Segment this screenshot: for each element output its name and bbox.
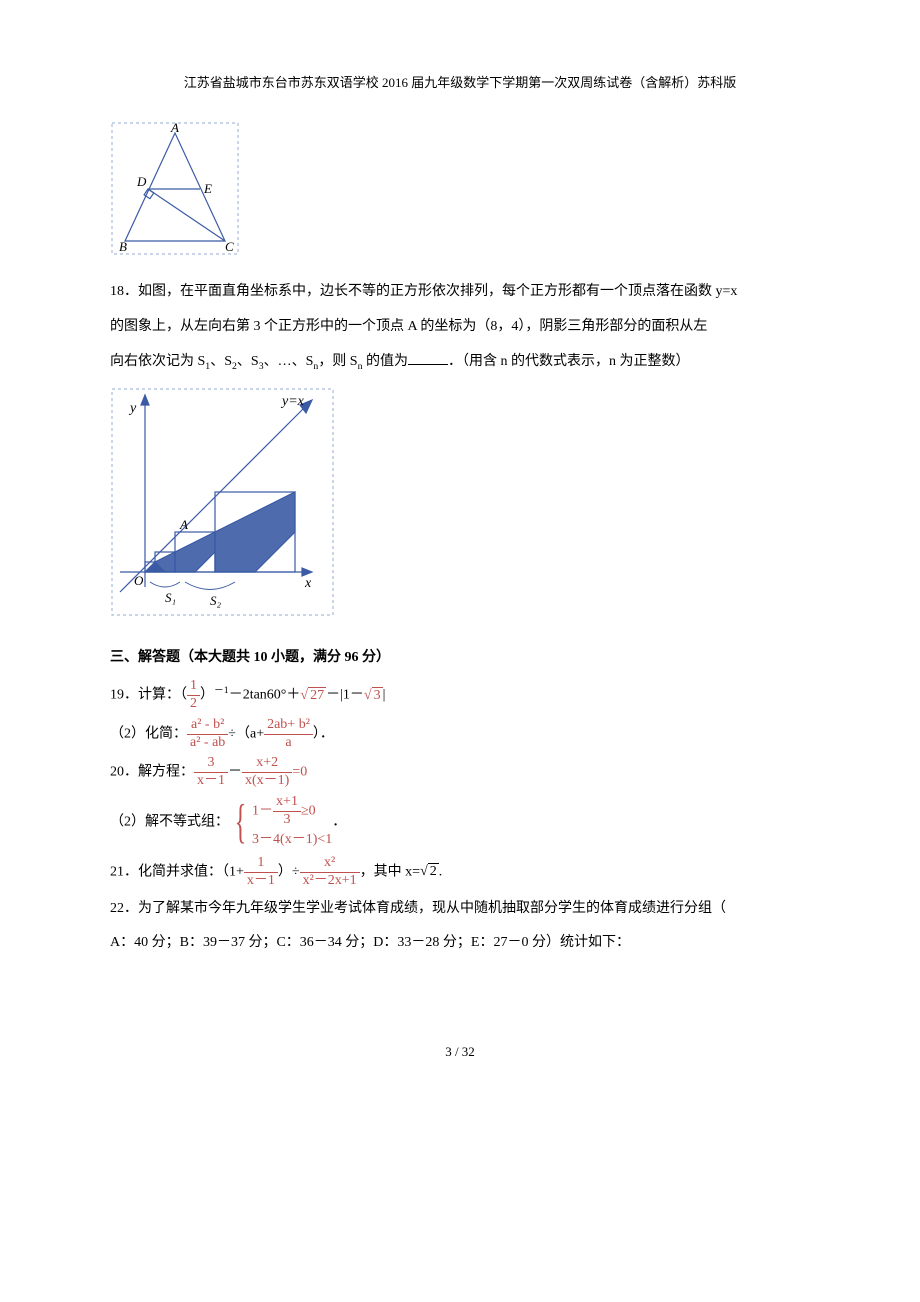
blank-fill [408,351,448,365]
q19-2-f2num: 2ab+ b² [264,717,313,735]
q21-end: . [439,864,443,879]
figure-triangle: A D E B C [110,121,810,267]
q19-frac-num: 1 [187,678,200,696]
q21-f1num: 1 [244,855,278,873]
brace-left: { [235,798,247,846]
q20-prefix: 20．解方程： [110,765,194,780]
svg-text:B: B [119,239,127,254]
svg-text:y=x: y=x [280,394,305,409]
svg-text:E: E [203,181,212,196]
q19-exp: －1 [214,685,229,696]
svg-text:C: C [225,239,234,254]
q20-f1num: 3 [194,755,228,773]
svg-text:S₂: S₂ [210,593,222,608]
q20-2-end: ． [332,815,346,830]
q18-text-c4: 、…、S [264,354,314,369]
q19-frac: 12 [187,678,200,713]
svg-text:O: O [134,573,144,588]
q19-2-frac2: 2ab+ b²a [264,717,313,752]
q20-f2num: x+2 [242,755,292,773]
page-header: 江苏省盐城市东台市苏东双语学校 2016 届九年级数学下学期第一次双周练试卷（含… [110,70,810,96]
q20-mid: － [228,765,242,780]
q21-frac1: 1x－1 [244,855,278,890]
svg-text:A: A [170,121,179,135]
q21: 21．化简并求值：（1+1x－1）÷x²x²－2x+1，其中 x= 2. [110,855,810,890]
q21-f2den: x²－2x+1 [300,873,360,890]
q18-line2: 的图象上，从左向右第 3 个正方形中的一个顶点 A 的坐标为（8，4），阴影三角… [110,312,810,343]
q19-mid1: ） [200,688,214,703]
brace-content: 1－x+13≥0 3－4(x－1)<1 [252,794,332,851]
q19-2-f1den: a² - ab [187,735,228,752]
q18-line3: 向右依次记为 S1、S2、S3、…、Sn，则 Sn 的值为．（用含 n 的代数式… [110,347,810,378]
q19-2: （2）化简：a² - b²a² - ab÷（a+2ab+ b²a）． [110,717,810,752]
q21-f2num: x² [300,855,360,873]
q19-frac-den: 2 [187,696,200,713]
q20: 20．解方程：3x－1－x+2x(x－1)=0 [110,755,810,790]
q19-sqrt2: 3 [364,681,383,712]
q22-line1: 22．为了解某市今年九年级学生学业考试体育成绩，现从中随机抽取部分学生的体育成绩… [110,894,810,925]
q19: 19．计算：（12）－1－2tan60°＋ 27－|1－ 3| [110,678,810,713]
q19-2-mid: ÷（a+ [228,726,264,741]
page-footer: 3 / 32 [110,1039,810,1065]
q20-2-row1-frac: x+13 [273,794,301,829]
q19-prefix: 19．计算：（ [110,688,187,703]
svg-text:A: A [179,517,188,532]
q21-mid2: ，其中 x= [360,864,420,879]
q20-f2den: x(x－1) [242,773,292,790]
q19-sqrt1: 27 [300,681,326,712]
q19-2-f2den: a [264,735,313,752]
q18-line1: 18．如图，在平面直角坐标系中，边长不等的正方形依次排列，每个正方形都有一个顶点… [110,277,810,308]
q20-2-prefix: （2）解不等式组： [110,815,229,830]
q18-text-c7: ．（用含 n 的代数式表示，n 为正整数） [448,354,690,369]
section-3-title: 三、解答题（本大题共 10 小题，满分 96 分） [110,643,810,674]
q19-sqrt1-arg: 27 [308,687,326,703]
q19-2-frac1: a² - b²a² - ab [187,717,228,752]
svg-text:y: y [128,401,137,416]
q19-2-prefix: （2）化简： [110,726,187,741]
q20-frac1: 3x－1 [194,755,228,790]
q19-end: | [383,688,386,703]
brace-row-2: 3－4(x－1)<1 [252,829,332,851]
q20-frac2: x+2x(x－1) [242,755,292,790]
q20-2-row1a: 1－ [252,803,273,818]
q22-line2: A：40 分；B：39－37 分；C：36－34 分；D：33－28 分；E：2… [110,928,810,959]
q20-f1den: x－1 [194,773,228,790]
q21-prefix: 21．化简并求值：（1+ [110,864,244,879]
q20-2-row1b: ≥0 [301,803,316,818]
brace-row-1: 1－x+13≥0 [252,794,332,829]
q20-2-row1-fracnum: x+1 [273,794,301,812]
q19-2-end: ）． [313,726,334,741]
q20-2-row1-fracden: 3 [273,812,301,829]
q21-f1den: x－1 [244,873,278,890]
svg-text:x: x [304,576,312,591]
svg-text:D: D [136,174,147,189]
q21-frac2: x²x²－2x+1 [300,855,360,890]
q18-text-c6: 的值为 [363,354,409,369]
q19-mid3: －|1－ [326,688,364,703]
q21-mid: ）÷ [278,864,300,879]
q18-text-c: 向右依次记为 S [110,354,205,369]
q19-sqrt2-arg: 3 [372,687,383,703]
q19-mid2: －2tan60°＋ [229,688,301,703]
svg-text:S₁: S₁ [165,590,176,605]
figure-squares: y x y=x O A S₁ S₂ [110,387,810,628]
q19-2-f1num: a² - b² [187,717,228,735]
q21-sqrt-arg: 2 [428,863,439,879]
q21-sqrt: 2 [420,857,439,888]
q18-text-c2: 、S [210,354,232,369]
q20-2: （2）解不等式组： { 1－x+13≥0 3－4(x－1)<1 ． [110,794,810,851]
q18-text-c3: 、S [237,354,259,369]
q18-text-c5: ，则 S [318,354,357,369]
q20-end: =0 [292,765,307,780]
